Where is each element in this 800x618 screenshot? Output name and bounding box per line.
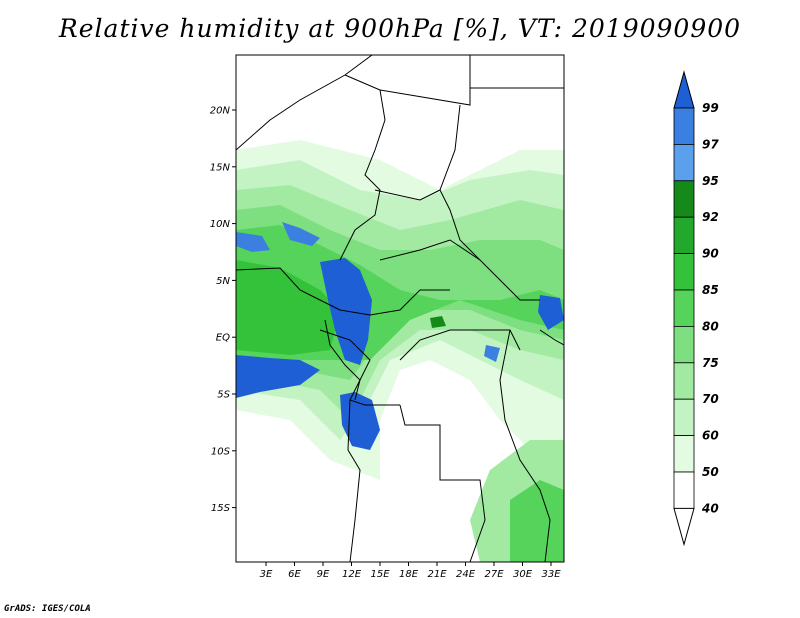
humidity-field — [236, 55, 564, 562]
colorbar-label: 60 — [702, 429, 719, 443]
lon-tick-label: 30E — [513, 569, 533, 580]
colorbar-label: 85 — [702, 283, 719, 297]
lon-tick-label: 33E — [541, 569, 561, 580]
colorbar-label: 92 — [702, 210, 719, 224]
lon-tick-label: 6E — [288, 569, 301, 580]
colorbar-segment — [673, 435, 695, 473]
colorbar-label: 40 — [701, 501, 719, 515]
colorbar-label: 80 — [702, 319, 719, 333]
lon-tick-label: 24E — [456, 569, 476, 580]
footer-credit: GrADS: IGES/COLA — [4, 604, 91, 614]
lat-tick-label: 20N — [210, 106, 231, 117]
country-borders — [236, 55, 564, 562]
colorbar-label: 99 — [702, 101, 719, 115]
colorbar-label: 97 — [702, 137, 719, 151]
lon-tick-label: 3E — [260, 569, 273, 580]
lat-tick-label: 15S — [211, 503, 231, 514]
lat-tick-label: 10S — [211, 446, 231, 457]
colorbar-segment — [673, 253, 695, 291]
lon-tick-label: 21E — [427, 569, 447, 580]
colorbar-segment — [673, 216, 695, 254]
lon-tick-label: 12E — [342, 569, 362, 580]
colorbar-label: 90 — [702, 247, 719, 261]
colorbar-segment — [673, 143, 695, 182]
lon-tick-label: 9E — [317, 569, 330, 580]
colorbar: 99 97 95 92 90 85 80 75 70 60 50 40 — [673, 70, 719, 547]
lat-tick-label: 5S — [217, 390, 230, 401]
lat-tick-label: 15N — [210, 162, 231, 173]
colorbar-label: 70 — [702, 392, 719, 406]
colorbar-segment — [673, 107, 695, 145]
map-frame — [235, 54, 565, 563]
lon-tick-label: 18E — [399, 569, 419, 580]
latitude-axis: 20N 15N 10N 5N EQ 5S 10S 15S — [210, 106, 236, 514]
colorbar-label: 50 — [702, 465, 719, 479]
lon-tick-label: 15E — [370, 569, 390, 580]
colorbar-top-arrow — [673, 70, 695, 109]
lon-tick-label: 27E — [484, 569, 504, 580]
colorbar-segment — [673, 289, 695, 327]
lat-tick-label: EQ — [216, 333, 230, 344]
colorbar-segment — [673, 325, 695, 364]
lat-tick-label: 5N — [216, 276, 230, 287]
colorbar-label: 95 — [702, 174, 719, 188]
colorbar-segment — [673, 398, 695, 437]
chart-title: Relative humidity at 900hPa [%], VT: 201… — [58, 14, 742, 43]
colorbar-segment — [673, 362, 695, 400]
colorbar-label: 75 — [702, 356, 719, 370]
longitude-axis: 3E 6E 9E 12E 15E 18E 21E 24E 27E 30E 33E — [260, 562, 561, 580]
colorbar-segment — [673, 180, 695, 218]
colorbar-bottom-arrow — [673, 507, 695, 547]
colorbar-segment — [673, 471, 695, 509]
lat-tick-label: 10N — [210, 219, 231, 230]
